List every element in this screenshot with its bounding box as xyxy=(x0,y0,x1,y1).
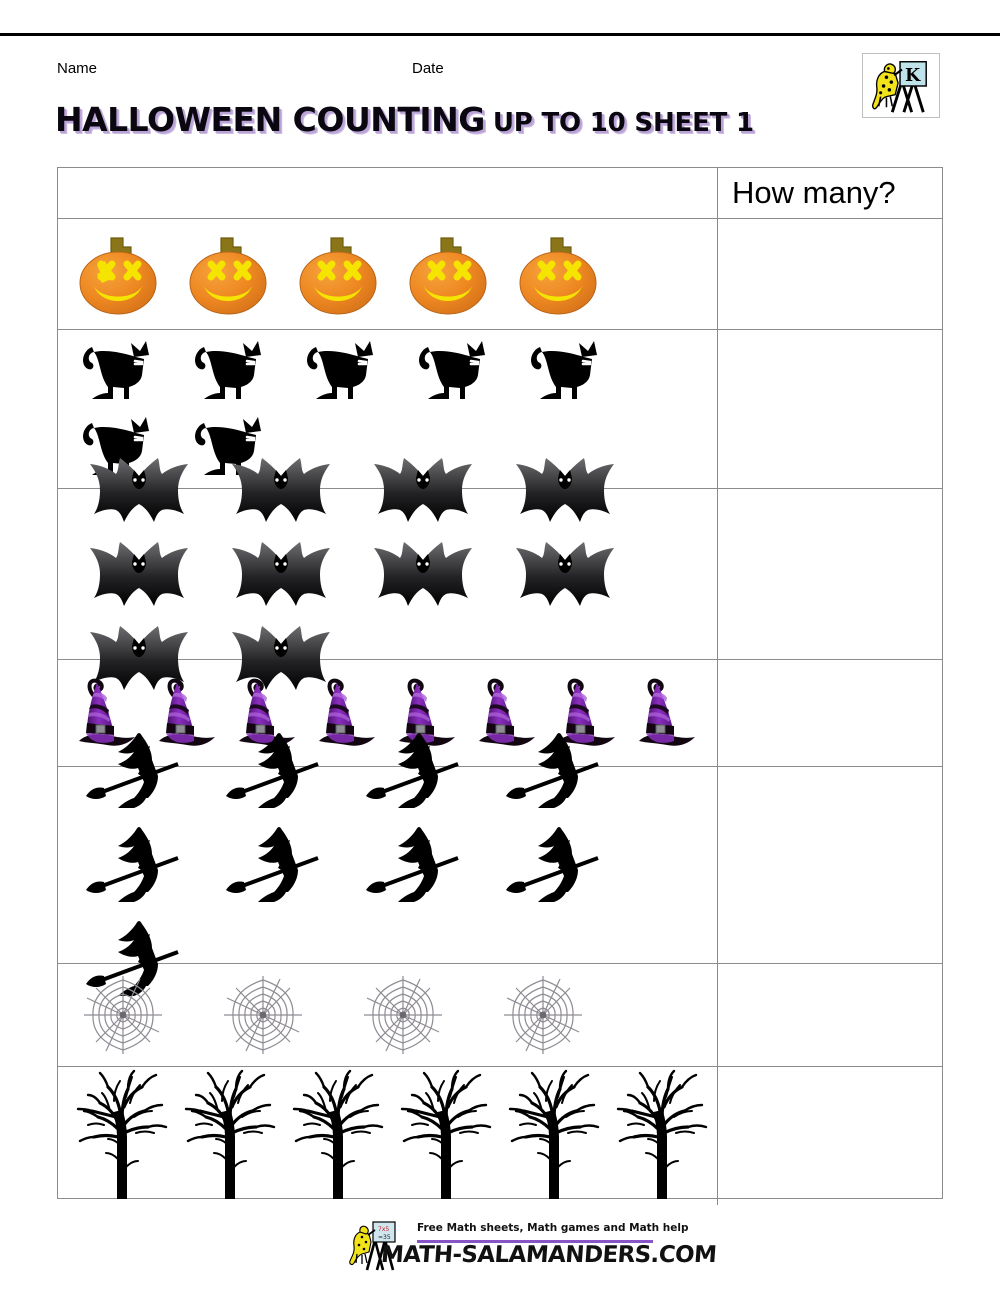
answer-cell-witch-broom[interactable] xyxy=(718,767,942,963)
bat-icon xyxy=(226,452,336,528)
witch-broom-icon xyxy=(362,820,474,910)
witch-broom-icon xyxy=(502,820,614,910)
witch-hat-icon xyxy=(73,673,143,753)
items-cell-black-cat xyxy=(58,330,718,488)
witch-broom-icon xyxy=(82,820,194,910)
bat-icon xyxy=(368,452,478,528)
salamander-easel-logo-icon: K xyxy=(862,53,940,118)
svg-text:K: K xyxy=(905,66,921,86)
bare-tree-icon xyxy=(398,1067,494,1199)
bat-icon xyxy=(368,536,478,612)
table-row xyxy=(58,330,942,489)
black-cat-icon xyxy=(78,335,158,407)
items-cell-bat xyxy=(58,458,718,690)
footer-site-name: MATH-SALAMANDERS.COM xyxy=(380,1242,718,1268)
answer-cell-bare-tree[interactable] xyxy=(718,1067,942,1205)
table-header-row: How many? xyxy=(58,168,942,219)
items-cell-bare-tree xyxy=(58,1067,718,1205)
page-title-sub: UP TO 10 SHEET 1 xyxy=(492,108,754,138)
items-cell-witch-broom xyxy=(58,733,718,996)
pumpkin-icon xyxy=(403,230,493,318)
bare-tree-icon xyxy=(506,1067,602,1199)
pumpkin-icon xyxy=(73,230,163,318)
spider-web-icon xyxy=(500,972,586,1058)
witch-hat-icon xyxy=(473,673,543,753)
witch-broom-icon xyxy=(82,726,194,816)
black-cat-icon xyxy=(190,411,270,483)
answer-cell-spider-web[interactable] xyxy=(718,964,942,1066)
black-cat-icon xyxy=(526,335,606,407)
bat-icon xyxy=(84,452,194,528)
spider-web-icon xyxy=(80,972,166,1058)
header-items-cell xyxy=(58,168,718,218)
bat-icon xyxy=(510,452,620,528)
name-label: Name xyxy=(57,60,98,77)
table-row xyxy=(58,1067,942,1205)
date-label: Date xyxy=(412,60,444,77)
items-cell-witch-hat xyxy=(58,660,718,766)
pumpkin-icon xyxy=(183,230,273,318)
page-footer: 7x5 =35 Free Math sheets, Math games and… xyxy=(0,1216,1000,1286)
bare-tree-icon xyxy=(290,1067,386,1199)
answer-cell-pumpkin[interactable] xyxy=(718,219,942,329)
black-cat-icon xyxy=(302,335,382,407)
footer-rule xyxy=(417,1240,653,1243)
answer-cell-witch-hat[interactable] xyxy=(718,660,942,766)
bat-icon xyxy=(226,620,336,696)
table-row xyxy=(58,458,942,690)
table-row xyxy=(58,733,942,996)
witch-hat-icon xyxy=(313,673,383,753)
bat-icon xyxy=(84,536,194,612)
salamander-easel-logo-icon: 7x5 =35 xyxy=(345,1218,407,1272)
witch-broom-icon xyxy=(82,914,194,1004)
black-cat-icon xyxy=(414,335,494,407)
counting-table: How many? xyxy=(57,167,943,1205)
black-cat-icon xyxy=(190,335,270,407)
witch-broom-icon xyxy=(222,820,334,910)
table-row xyxy=(58,964,942,1067)
witch-broom-icon xyxy=(362,726,474,816)
table-row xyxy=(58,660,942,767)
table-row xyxy=(58,219,942,330)
footer-tagline: Free Math sheets, Math games and Math he… xyxy=(417,1222,689,1234)
page-title: HALLOWEEN COUNTING UP TO 10 SHEET 1 xyxy=(55,100,875,144)
witch-hat-icon xyxy=(553,673,623,753)
bat-icon xyxy=(226,536,336,612)
witch-broom-icon xyxy=(222,726,334,816)
pumpkin-icon xyxy=(513,230,603,318)
witch-hat-icon xyxy=(153,673,223,753)
page-title-main: HALLOWEEN COUNTING xyxy=(55,100,485,139)
spider-web-icon xyxy=(360,972,446,1058)
answer-cell-black-cat[interactable] xyxy=(718,330,942,488)
header-answer-cell: How many? xyxy=(732,175,896,210)
svg-text:=35: =35 xyxy=(378,1234,391,1241)
bare-tree-icon xyxy=(614,1067,710,1199)
answer-cell-bat[interactable] xyxy=(718,489,942,659)
page-top-rule xyxy=(0,33,1000,36)
bare-tree-icon xyxy=(74,1067,170,1199)
bat-icon xyxy=(510,536,620,612)
bare-tree-icon xyxy=(182,1067,278,1199)
bat-icon xyxy=(84,620,194,696)
pumpkin-icon xyxy=(293,230,383,318)
svg-text:7x5: 7x5 xyxy=(378,1226,389,1233)
witch-hat-icon xyxy=(633,673,703,753)
items-cell-pumpkin xyxy=(58,219,718,329)
spider-web-icon xyxy=(220,972,306,1058)
items-cell-spider-web xyxy=(58,964,718,1066)
witch-broom-icon xyxy=(502,726,614,816)
